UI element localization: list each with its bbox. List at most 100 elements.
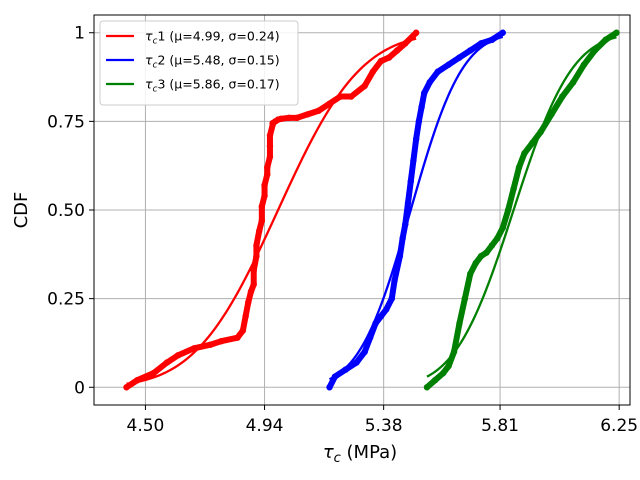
x-axis-label: τc (MPa) (323, 442, 397, 466)
empirical-point (342, 366, 349, 373)
empirical-series-1 (123, 29, 420, 391)
empirical-point (434, 68, 441, 75)
empirical-point (369, 68, 377, 75)
empirical-point (613, 29, 620, 36)
empirical-point (239, 327, 247, 334)
empirical-point (415, 118, 423, 125)
empirical-point (250, 281, 257, 288)
empirical-point (499, 224, 506, 231)
empirical-point (529, 139, 536, 146)
empirical-point (266, 142, 274, 150)
empirical-point (510, 185, 517, 192)
empirical-point (261, 192, 268, 200)
empirical-point (261, 181, 268, 189)
empirical-point (266, 153, 274, 161)
empirical-point (569, 79, 577, 86)
empirical-point (548, 111, 555, 118)
empirical-point (326, 384, 333, 391)
empirical-point (266, 132, 274, 139)
empirical-point (431, 376, 439, 384)
empirical-point (134, 376, 141, 384)
empirical-point (264, 164, 271, 171)
empirical-point (456, 320, 463, 327)
legend: τc1 (μ=4.99, σ=0.24) τc2 (μ=5.48, σ=0.15)… (99, 20, 299, 106)
empirical-point (377, 57, 385, 65)
empirical-point (285, 114, 293, 122)
empirical-point (366, 334, 374, 341)
empirical-point (247, 288, 255, 295)
empirical-point (242, 313, 249, 320)
empirical-point (440, 369, 447, 377)
axis-ticks: 4.50 4.94 5.38 5.81 6.25 0 0.25 0.50 0.75 1 (47, 24, 638, 436)
empirical-point (402, 40, 409, 47)
empirical-point (521, 150, 528, 157)
x-tick-label: 6.25 (600, 416, 638, 436)
y-tick-label: 0.50 (47, 201, 85, 221)
y-tick-label: 0 (74, 378, 85, 398)
empirical-point (337, 93, 344, 100)
empirical-point (412, 135, 420, 143)
empirical-point (445, 61, 452, 68)
empirical-point (426, 79, 433, 86)
empirical-point (245, 298, 252, 306)
empirical-point (393, 47, 401, 54)
empirical-point (499, 29, 506, 36)
empirical-point (250, 267, 257, 274)
empirical-point (488, 36, 496, 44)
empirical-point (477, 40, 485, 47)
empirical-point (537, 128, 544, 136)
y-tick-label: 1 (74, 24, 85, 44)
empirical-point (255, 228, 263, 235)
empirical-point (277, 115, 284, 123)
empirical-series-3 (423, 29, 620, 391)
empirical-point (477, 252, 485, 260)
empirical-point (418, 103, 425, 111)
empirical-point (304, 111, 312, 118)
fit-curve-1 (126, 37, 417, 385)
empirical-point (377, 313, 385, 320)
empirical-point (580, 61, 588, 68)
empirical-point (347, 93, 355, 100)
empirical-point (190, 345, 198, 352)
empirical-point (483, 249, 490, 256)
empirical-point (258, 203, 266, 210)
empirical-point (488, 242, 496, 249)
x-tick-label: 4.50 (127, 416, 165, 436)
empirical-point (123, 384, 130, 391)
legend-label-2: τc2 (μ=5.48, σ=0.15) (145, 53, 280, 71)
empirical-point (515, 164, 523, 171)
fit-curves (126, 35, 617, 385)
empirical-point (404, 199, 412, 207)
empirical-point (559, 93, 566, 100)
y-tick-label: 0.25 (47, 290, 85, 310)
empirical-point (504, 206, 512, 214)
empirical-point (326, 100, 333, 107)
empirical-point (372, 320, 379, 327)
x-tick-label: 5.38 (365, 416, 403, 436)
empirical-series-2 (326, 29, 506, 391)
empirical-point (150, 369, 157, 377)
empirical-point (293, 114, 301, 122)
fit-curve-3 (426, 36, 617, 378)
empirical-point (315, 107, 322, 114)
empirical-point (445, 362, 452, 370)
empirical-point (361, 348, 368, 356)
empirical-point (253, 242, 260, 249)
empirical-point (234, 334, 241, 341)
empirical-point (461, 295, 469, 302)
empirical-point (591, 47, 599, 54)
empirical-point (472, 259, 479, 267)
empirical-point (353, 359, 360, 366)
empirical-points (123, 29, 620, 391)
empirical-point (264, 171, 271, 178)
x-tick-label: 5.81 (481, 416, 519, 436)
empirical-point (421, 89, 428, 97)
empirical-point (410, 157, 417, 164)
empirical-point (385, 54, 393, 61)
empirical-point (174, 352, 182, 359)
empirical-point (388, 295, 395, 302)
empirical-point (467, 270, 474, 278)
y-axis-label: CDF (11, 192, 32, 229)
